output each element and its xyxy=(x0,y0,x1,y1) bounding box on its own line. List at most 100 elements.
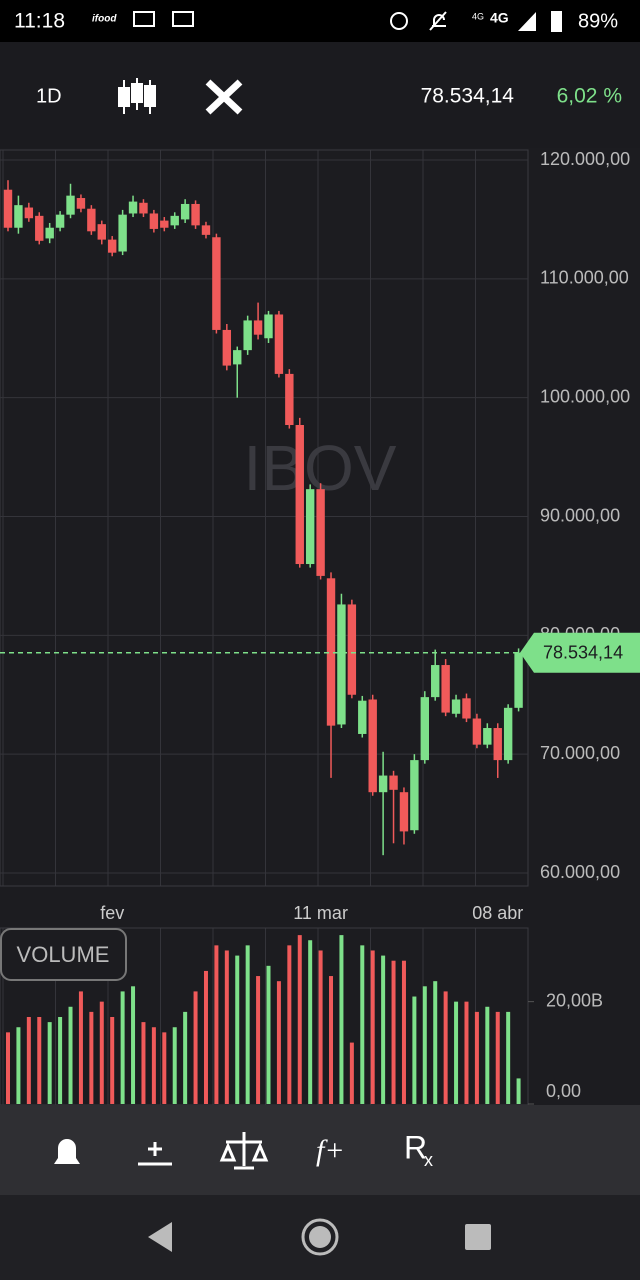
network: 4G xyxy=(490,10,509,26)
candle-body xyxy=(483,728,492,745)
volume-bar xyxy=(516,1078,521,1104)
volume-bar xyxy=(37,1017,42,1104)
compare-button[interactable] xyxy=(219,1132,269,1170)
laptop-icon xyxy=(133,11,155,27)
candle-body xyxy=(66,195,75,215)
candle-body xyxy=(139,202,148,214)
price-chart: 60.000,0070.000,0080.000,0090.000,00100.… xyxy=(0,149,640,923)
candle-body xyxy=(233,350,242,365)
x-tick-label: 08 abr xyxy=(472,903,523,923)
volume-bar xyxy=(349,1042,354,1104)
candle-body xyxy=(399,792,409,832)
candle-body xyxy=(347,604,357,695)
laptop-icon xyxy=(172,11,194,27)
volume-bar xyxy=(412,996,417,1104)
alert-button[interactable] xyxy=(54,1139,80,1164)
volume-bar xyxy=(266,965,271,1104)
chart-type-button[interactable] xyxy=(118,78,156,114)
candle-body xyxy=(295,424,304,565)
volume-bar xyxy=(360,945,365,1104)
volume-bar xyxy=(474,1011,479,1104)
candle-body xyxy=(493,728,502,761)
candle-body xyxy=(3,189,13,228)
volume-bar xyxy=(276,981,281,1104)
volume-bar xyxy=(203,970,208,1104)
volume-bar xyxy=(339,935,344,1104)
candle-body xyxy=(451,699,461,714)
remove-studies-button[interactable]: R xyxy=(404,1129,427,1165)
back-button[interactable] xyxy=(148,1222,172,1252)
volume-bar xyxy=(287,945,292,1104)
volume-bar xyxy=(6,1032,10,1104)
candle-body xyxy=(243,320,252,351)
home-dot xyxy=(309,1226,331,1248)
volume-bar xyxy=(193,991,198,1104)
network: 4G xyxy=(472,11,484,21)
y-tick-label: 120.000,00 xyxy=(540,149,630,169)
volume-badge xyxy=(0,928,127,981)
volume-bar xyxy=(110,1017,115,1104)
volume-bar xyxy=(58,1017,63,1104)
last-price-label: 78.534,14 xyxy=(543,643,623,663)
volume-bar xyxy=(224,950,229,1104)
volume-bar xyxy=(235,955,240,1104)
volume-bar xyxy=(16,1027,21,1104)
volume-bar xyxy=(329,976,334,1104)
candle-body xyxy=(274,314,284,374)
volume-bar xyxy=(78,991,83,1104)
candle-body xyxy=(118,214,127,252)
y-tick-label: 110.000,00 xyxy=(540,268,629,288)
volume-bar xyxy=(89,1011,94,1104)
candle-body xyxy=(316,489,325,576)
volume-bar xyxy=(245,945,250,1104)
y-tick-label: 100.000,00 xyxy=(540,386,630,406)
volume-bar xyxy=(214,945,219,1104)
candle-body xyxy=(149,213,159,229)
drawing-button[interactable] xyxy=(138,1142,172,1166)
bottom-toolbar xyxy=(0,1105,640,1195)
candle-body xyxy=(441,665,450,713)
volume-chart: 0,00 20,00B xyxy=(6,935,603,1105)
candle-body xyxy=(45,227,54,239)
candle-body xyxy=(431,665,440,698)
price-panel xyxy=(0,149,529,887)
home-button[interactable] xyxy=(301,1218,339,1256)
candle-body xyxy=(87,208,96,232)
volume-bar xyxy=(99,1001,104,1104)
y-tick-label: 70.000,00 xyxy=(540,743,620,763)
x-tick-label: 11 mar xyxy=(293,903,348,923)
volume-bar xyxy=(464,1001,469,1104)
candle-body xyxy=(108,239,117,253)
volume-bar xyxy=(433,981,438,1104)
recents-button[interactable] xyxy=(465,1224,491,1250)
volume-bar xyxy=(454,1001,459,1104)
volume-bar xyxy=(401,960,406,1104)
change: 6,02 % xyxy=(557,85,622,108)
candle-body xyxy=(410,760,419,831)
y-tick-label: 0,00 xyxy=(546,1081,581,1101)
indicator-button[interactable]: f+ xyxy=(316,1134,345,1167)
candle-body xyxy=(326,578,336,726)
candle-body xyxy=(337,604,346,725)
y-tick-label: 90.000,00 xyxy=(540,505,620,525)
candle-body xyxy=(462,698,471,719)
alarm-icon xyxy=(390,12,408,30)
candle-body xyxy=(128,201,138,214)
tools-button[interactable] xyxy=(205,79,243,115)
candle-body xyxy=(24,207,34,219)
mute-icon xyxy=(429,11,447,31)
candle-body xyxy=(160,220,169,228)
battery-icon xyxy=(551,11,562,32)
x-tick-label: fev xyxy=(100,903,124,923)
candle-body xyxy=(368,699,377,793)
remove-studies-sub: x xyxy=(424,1150,433,1170)
volume-bar xyxy=(308,940,313,1104)
interval-button[interactable]: 1D xyxy=(36,85,62,107)
volume-bar xyxy=(318,950,323,1104)
volume-bar xyxy=(370,950,375,1104)
candle-body xyxy=(191,203,200,226)
price: 78.534,14 xyxy=(421,85,515,108)
candle-body xyxy=(378,775,388,793)
